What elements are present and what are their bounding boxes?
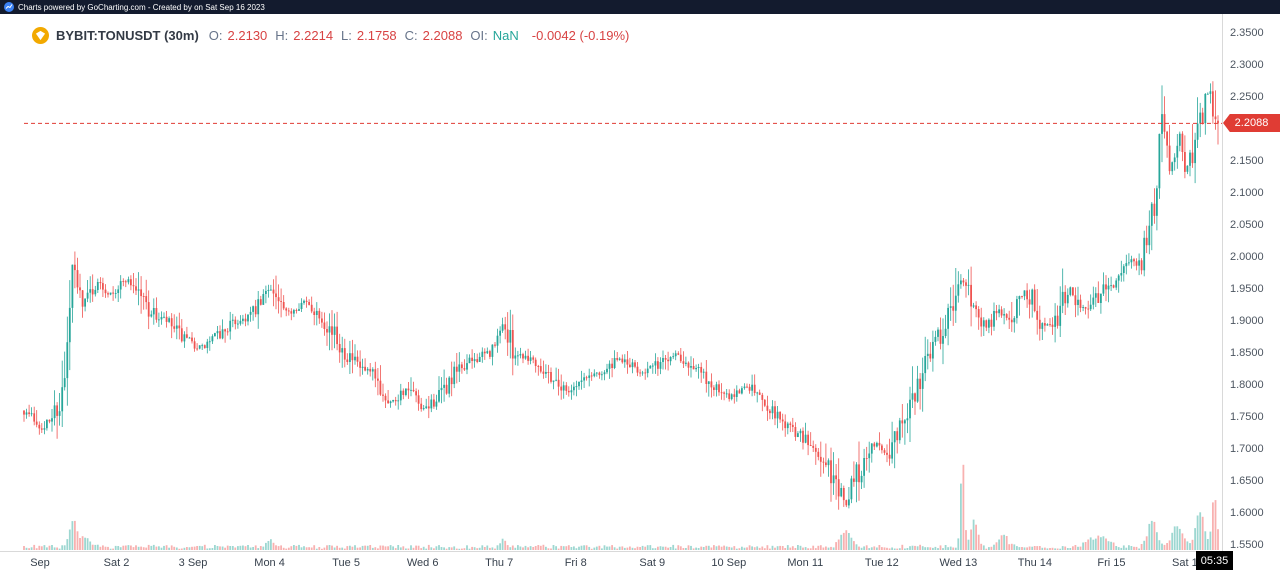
x-axis-label: Mon 4: [254, 557, 285, 569]
x-axis-label: Sat 9: [639, 557, 666, 569]
current-price-value: 2.2088: [1234, 117, 1269, 129]
ohlc-field-label: H:: [275, 28, 289, 43]
y-axis-label: 2.0500: [1230, 219, 1264, 231]
x-axis-label: Wed 6: [406, 557, 439, 569]
ohlc-field-label: OI:: [470, 28, 488, 43]
bar-countdown: 05:35: [1196, 551, 1233, 570]
attribution-bar: Charts powered by GoCharting.com - Creat…: [0, 0, 1280, 14]
x-axis-label: Fri 8: [564, 557, 587, 569]
ohlc-field-value: NaN: [492, 28, 519, 43]
y-axis-label: 1.8500: [1230, 347, 1264, 359]
ohlc-field-value: 2.2130: [227, 28, 268, 43]
y-axis-label: 1.9000: [1230, 315, 1264, 327]
x-axis-label: 10 Sep: [711, 557, 747, 569]
x-axis-label: 3 Sep: [178, 557, 208, 569]
y-axis-label: 1.5500: [1230, 539, 1264, 551]
y-axis-label: 2.2500: [1230, 91, 1264, 103]
y-axis-label: 1.6000: [1230, 507, 1264, 519]
countdown-value: 05:35: [1200, 554, 1229, 567]
y-axis-label: 1.8000: [1230, 379, 1264, 391]
time-axis[interactable]: Sep Sat 2 3 Sep Mon 4 Tue 5 Wed 6 Thu 7 Fri 8 Sa…: [0, 551, 1223, 582]
y-axis-label: 1.7500: [1230, 411, 1264, 423]
x-axis-label: Tue 5: [332, 557, 360, 569]
change-readout: -0.0042 (-0.19%): [531, 28, 630, 43]
x-axis-label: Sat 16: [1172, 557, 1204, 569]
ohlc-field-value: 2.1758: [356, 28, 397, 43]
price-axis[interactable]: 2.35002.30002.25002.20002.15002.10002.05…: [1222, 14, 1280, 582]
x-axis-label: Thu 7: [485, 557, 514, 569]
symbol-title: BYBIT:TONUSDT (30m): [56, 28, 199, 43]
gocharting-logo-icon: [4, 2, 14, 12]
ohlc-fields: O: 2.2130 H: 2.2214 L: 2.1758 C: 2.2088 OI: NaN: [206, 28, 519, 43]
candles: [23, 81, 1219, 510]
ohlc-field-value: 2.2214: [293, 28, 334, 43]
y-axis-label: 2.0000: [1230, 251, 1264, 263]
x-axis-label: Fri 15: [1097, 557, 1126, 569]
current-price-tag: 2.2088: [1223, 114, 1280, 132]
x-axis-label: Tue 12: [864, 557, 899, 569]
volume-bars: [23, 464, 1219, 550]
x-axis-label: Sep: [30, 557, 50, 569]
x-axis-label: Wed 13: [939, 557, 978, 569]
x-axis-label: Sat 2: [103, 557, 130, 569]
y-axis-label: 2.3000: [1230, 59, 1264, 71]
y-axis-label: 1.6500: [1230, 475, 1264, 487]
ohlc-readout: BYBIT:TONUSDT (30m) O: 2.2130 H: 2.2214 L: 2.…: [32, 27, 629, 44]
x-axis-label: Mon 11: [787, 557, 824, 569]
y-axis-label: 2.1500: [1230, 155, 1264, 167]
y-axis-label: 1.9500: [1230, 283, 1264, 295]
attribution-text: Charts powered by GoCharting.com - Creat…: [18, 2, 265, 12]
ohlc-field-label: C:: [404, 28, 418, 43]
y-axis-label: 2.3500: [1230, 27, 1264, 39]
x-axis-label: Thu 14: [1017, 557, 1052, 569]
ohlc-field-label: O:: [208, 28, 223, 43]
ohlc-field-label: L:: [341, 28, 352, 43]
ton-coin-icon: [32, 27, 49, 44]
y-axis-label: 1.7000: [1230, 443, 1264, 455]
y-axis-label: 2.1000: [1230, 187, 1264, 199]
ohlc-field-value: 2.2088: [422, 28, 463, 43]
